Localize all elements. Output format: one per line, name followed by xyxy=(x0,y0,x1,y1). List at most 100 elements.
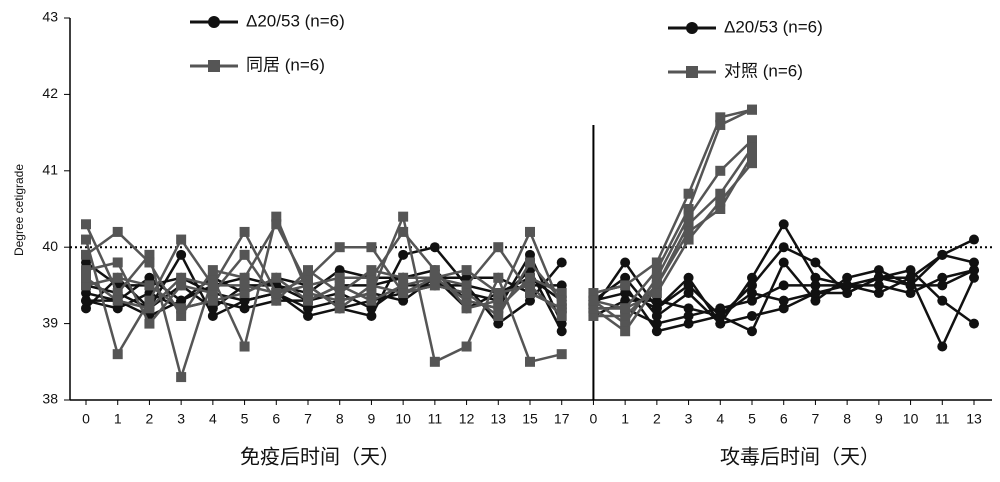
data-point xyxy=(683,204,694,214)
data-point xyxy=(651,295,662,306)
data-point xyxy=(969,234,979,245)
data-point xyxy=(525,249,535,260)
x-tick-label: 13 xyxy=(966,411,982,427)
data-point xyxy=(937,280,948,291)
data-point xyxy=(176,295,187,306)
x-tick-label: 4 xyxy=(716,411,724,427)
data-point xyxy=(620,257,631,268)
data-point xyxy=(620,303,631,314)
data-point xyxy=(429,272,440,283)
x-tick-label: 1 xyxy=(621,411,629,427)
data-point xyxy=(937,272,948,283)
x-tick-label: 5 xyxy=(241,411,249,427)
data-point xyxy=(303,303,313,314)
data-point xyxy=(81,280,91,291)
x-tick-label: 3 xyxy=(685,411,693,427)
series-line xyxy=(85,252,563,326)
x-tick-label: 15 xyxy=(522,411,538,427)
data-point xyxy=(715,112,726,123)
x-tick-label: 13 xyxy=(490,411,506,427)
x-tick-label: 5 xyxy=(748,411,756,427)
data-point xyxy=(620,310,631,321)
data-point xyxy=(334,265,345,276)
data-point xyxy=(905,288,916,299)
data-point xyxy=(810,295,821,306)
data-point xyxy=(651,257,662,268)
data-point xyxy=(366,265,377,276)
data-point xyxy=(493,295,504,306)
data-point xyxy=(81,234,91,245)
data-point xyxy=(747,310,757,321)
data-point xyxy=(778,257,789,268)
data-point xyxy=(176,303,187,314)
data-point xyxy=(398,226,409,237)
data-point xyxy=(588,303,599,314)
data-point xyxy=(239,280,250,291)
data-point xyxy=(81,303,91,314)
data-point xyxy=(747,326,757,337)
data-point xyxy=(683,226,694,237)
data-point xyxy=(525,356,535,367)
data-point xyxy=(271,211,282,222)
data-point xyxy=(366,272,377,283)
data-point xyxy=(81,249,91,260)
data-point xyxy=(556,310,567,321)
data-point xyxy=(905,280,916,291)
data-point xyxy=(683,219,694,230)
data-point xyxy=(493,318,504,329)
data-point xyxy=(493,288,504,299)
data-point xyxy=(810,280,821,291)
data-point xyxy=(429,280,440,291)
data-point xyxy=(747,280,757,291)
data-point xyxy=(683,288,694,299)
x-tick-label: 11 xyxy=(428,411,443,427)
data-point xyxy=(429,242,440,253)
legend-marker xyxy=(208,16,220,28)
series-line xyxy=(84,229,563,358)
data-point xyxy=(747,135,757,146)
data-point xyxy=(271,295,282,306)
x-tick-label: 1 xyxy=(114,411,122,427)
data-point xyxy=(207,280,218,291)
data-point xyxy=(969,257,979,268)
legend-marker xyxy=(686,22,698,34)
legend-label: 同居 (n=6) xyxy=(246,55,325,74)
x-tick-label: 8 xyxy=(336,411,344,427)
data-point xyxy=(144,303,155,314)
data-point xyxy=(969,272,979,283)
y-tick-label: 38 xyxy=(42,391,58,407)
data-point xyxy=(683,310,694,321)
data-point xyxy=(398,295,409,306)
y-axis-label: Degree cetigrade xyxy=(12,164,26,256)
x-tick-label: 9 xyxy=(368,411,376,427)
data-point xyxy=(81,219,91,230)
data-point xyxy=(144,318,155,329)
data-point xyxy=(239,295,250,306)
data-point xyxy=(651,265,662,276)
data-point xyxy=(715,165,726,176)
series-line xyxy=(85,261,562,310)
data-point xyxy=(112,257,123,268)
data-point xyxy=(239,226,250,237)
data-point xyxy=(493,310,504,321)
data-point xyxy=(747,142,757,153)
x-group-label: 免疫后时间（天） xyxy=(240,445,400,468)
data-point xyxy=(398,288,409,299)
data-point xyxy=(588,310,599,321)
data-point xyxy=(398,249,409,260)
data-point xyxy=(556,303,567,314)
data-point xyxy=(715,119,726,130)
data-point xyxy=(239,341,250,352)
data-point xyxy=(778,219,789,230)
data-point xyxy=(239,249,250,260)
data-point xyxy=(810,288,821,299)
data-point xyxy=(905,272,916,283)
x-tick-label: 0 xyxy=(82,411,90,427)
data-point xyxy=(429,356,440,367)
data-point xyxy=(969,265,979,276)
x-group-label: 攻毒后时间（天） xyxy=(720,445,880,468)
data-point xyxy=(461,295,472,306)
data-point xyxy=(303,265,313,276)
series-line xyxy=(85,260,563,318)
y-tick-label: 43 xyxy=(42,9,58,25)
